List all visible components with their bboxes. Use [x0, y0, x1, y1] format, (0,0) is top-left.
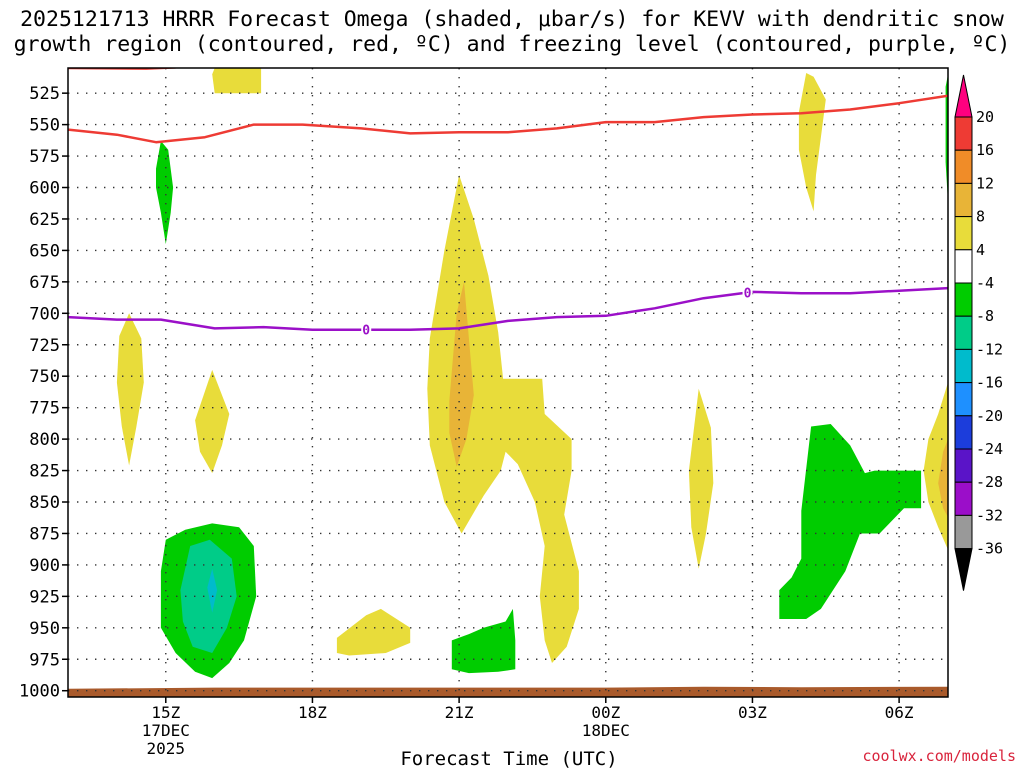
- omega-region-6: [336, 608, 411, 656]
- colorbar-label: -4: [976, 274, 994, 292]
- y-tick-label: 525: [29, 84, 60, 104]
- colorbar-segment: [954, 116, 973, 151]
- x-axis-label: Forecast Time (UTC): [400, 748, 617, 768]
- colorbar-label: -12: [976, 340, 1003, 358]
- colorbar-top-arrow: [954, 74, 973, 118]
- y-tick-label: 850: [29, 493, 60, 513]
- x-tick-label: 03Z: [738, 703, 767, 722]
- omega-region-9: [938, 439, 948, 518]
- x-tick-label: 2025: [147, 739, 186, 758]
- y-tick-label: 575: [29, 147, 60, 167]
- colorbar-label: 20: [976, 108, 994, 126]
- omega-region-2: [116, 313, 144, 466]
- x-tick-label: 17DEC: [142, 721, 190, 740]
- colorbar-label: 8: [976, 208, 985, 226]
- plot-border: [67, 67, 949, 698]
- contour-line-0: [68, 94, 948, 144]
- colorbar-segment: [954, 216, 973, 251]
- chart-title-line-1: 2025121713 HRRR Forecast Omega (shaded, …: [20, 7, 1004, 32]
- contour-label-bg: [361, 322, 372, 337]
- ground-surface: [68, 686, 948, 697]
- colorbar-segment: [954, 249, 973, 284]
- x-tick-label: 15Z: [151, 703, 180, 722]
- contour-label-bg: [742, 285, 753, 300]
- omega-region-14: [207, 568, 218, 613]
- colorbar-label: -8: [976, 307, 994, 325]
- omega-region-8: [923, 382, 948, 550]
- omega-region-15: [451, 608, 516, 674]
- colorbar-segment: [954, 315, 973, 350]
- contour-line-2: [68, 286, 948, 331]
- y-tick-label: 950: [29, 619, 60, 639]
- omega-region-0: [212, 68, 262, 94]
- colorbar-segment: [954, 448, 973, 483]
- plot-frame: [67, 67, 949, 698]
- y-tick-label: 875: [29, 524, 60, 544]
- omega-region-10: [156, 141, 174, 245]
- chart-title-line-2: growth region (contoured, red, ºC) and f…: [13, 32, 1011, 57]
- colorbar-label: -24: [976, 440, 1003, 458]
- colorbar-segment: [954, 481, 973, 516]
- y-tick-label: 725: [29, 336, 60, 356]
- colorbar-label: -36: [976, 540, 1003, 558]
- y-tick-label: 675: [29, 273, 60, 293]
- y-tick-label: 900: [29, 556, 60, 576]
- x-tick-label: 18Z: [298, 703, 327, 722]
- y-tick-label: 650: [29, 241, 60, 261]
- omega-region-16: [779, 424, 922, 619]
- y-tick-label: 800: [29, 430, 60, 450]
- contour-label: 0: [362, 324, 370, 339]
- y-tick-label: 775: [29, 399, 60, 419]
- colorbar-label: 4: [976, 241, 985, 259]
- colorbar-segment: [954, 282, 973, 317]
- colorbar-segment: [954, 348, 973, 384]
- colorbar-segment: [954, 382, 973, 417]
- colorbar-segment: [954, 415, 973, 450]
- colorbar-bottom-arrow: [954, 548, 973, 591]
- y-tick-label: 625: [29, 210, 60, 230]
- y-tick-label: 825: [29, 462, 60, 482]
- colorbar-label: 12: [976, 174, 994, 192]
- omega-region-3: [195, 369, 230, 474]
- y-tick-label: 975: [29, 650, 60, 670]
- colorbar-label: 16: [976, 141, 994, 159]
- omega-region-7: [688, 388, 714, 569]
- colorbar-segment: [954, 182, 973, 218]
- contour-label: 0: [744, 287, 752, 302]
- y-tick-label: 925: [29, 587, 60, 607]
- credit-text: coolwx.com/models: [862, 747, 1016, 765]
- omega-shading: [116, 68, 948, 679]
- x-tick-label: 06Z: [885, 703, 914, 722]
- x-tick-label: 18DEC: [582, 721, 630, 740]
- colorbar-label: -28: [976, 473, 1003, 491]
- y-tick-label: 700: [29, 304, 60, 324]
- x-tick-label: 21Z: [445, 703, 474, 722]
- colorbar-label: -32: [976, 506, 1003, 524]
- colorbar-label: -20: [976, 407, 1003, 425]
- y-tick-label: 550: [29, 116, 60, 136]
- colorbar: 20 16 12 8 4 -4 -8 -12 -16 -20 -24 -28 -32 -36: [954, 74, 1003, 591]
- ground-layer: [68, 686, 948, 697]
- y-axis-ticks: 525 550 575 600 625 650 675 700 725 750 775 800 825 8…: [19, 84, 68, 702]
- colorbar-segment: [954, 149, 973, 184]
- colorbar-segment: [954, 514, 973, 550]
- omega-region-13: [180, 539, 237, 653]
- colorbar-label: -16: [976, 374, 1003, 392]
- x-tick-label: 00Z: [591, 703, 620, 722]
- y-tick-label: 600: [29, 179, 60, 199]
- y-tick-label: 1000: [19, 682, 60, 702]
- y-tick-label: 750: [29, 367, 60, 387]
- omega-region-1: [798, 73, 826, 212]
